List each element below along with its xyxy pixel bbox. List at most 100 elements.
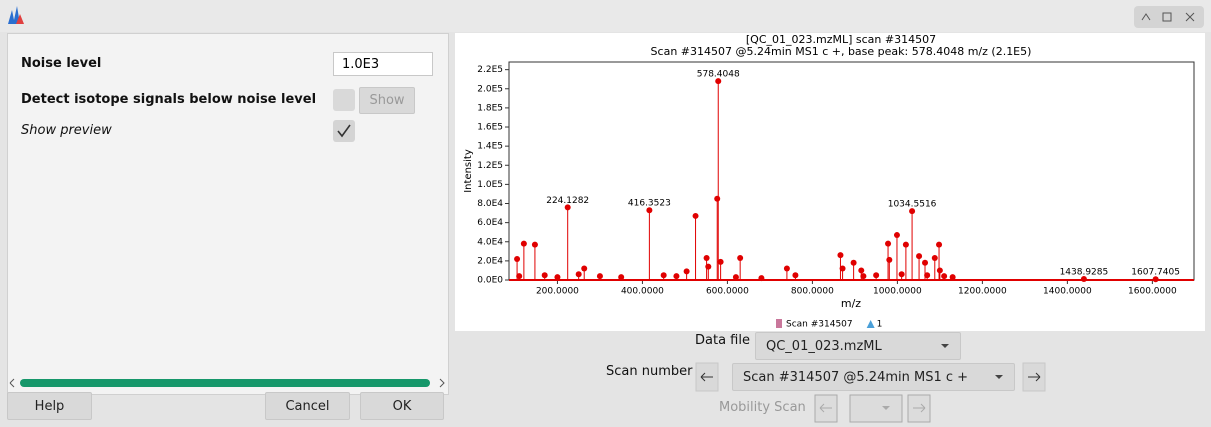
- peak-point: [541, 272, 548, 279]
- cancel-button[interactable]: Cancel: [265, 392, 350, 420]
- x-tick-label: 1400.0000: [1043, 287, 1092, 297]
- peak-point: [886, 256, 893, 263]
- show-button[interactable]: Show: [359, 87, 415, 114]
- y-tick-label: 0.0E0: [477, 276, 503, 286]
- peak-point: [949, 274, 956, 281]
- peak-point: [514, 255, 521, 262]
- peak-point: [909, 208, 916, 215]
- peak-point: [692, 212, 699, 219]
- peak-point: [792, 272, 799, 279]
- window-buttons[interactable]: [1134, 6, 1204, 28]
- peak-point: [858, 267, 865, 274]
- peak-point: [902, 241, 909, 248]
- peak-point: [714, 195, 721, 202]
- legend-swatch: [866, 320, 875, 328]
- peak-point: [618, 274, 625, 281]
- scan-number-value: Scan #314507 @5.24min MS1 c +: [743, 369, 969, 385]
- x-tick-label: 600.0000: [706, 287, 749, 297]
- data-file-combo[interactable]: QC_01_023.mzML: [755, 332, 961, 360]
- peak-point: [839, 265, 846, 272]
- peak-point: [683, 268, 690, 275]
- y-tick-label: 1.0E5: [477, 180, 503, 190]
- peak-point: [837, 252, 844, 259]
- chart-subtitle: Scan #314507 @5.24min MS1 c +, base peak…: [651, 45, 1032, 58]
- peak-point: [575, 271, 582, 278]
- preview-checkbox[interactable]: [333, 120, 355, 142]
- y-tick-label: 4.0E4: [477, 237, 503, 247]
- y-axis-label: Intensity: [463, 149, 474, 193]
- peak-point: [520, 240, 527, 247]
- y-tick-label: 1.2E5: [477, 161, 503, 171]
- isotope-checkbox[interactable]: [333, 89, 355, 111]
- chart-title: [QC_01_023.mzML] scan #314507: [746, 33, 936, 46]
- y-tick-label: 1.4E5: [477, 142, 503, 152]
- isotope-label: Detect isotope signals below noise level: [21, 92, 317, 107]
- peak-point: [673, 273, 680, 280]
- data-file-value: QC_01_023.mzML: [766, 338, 882, 354]
- help-button[interactable]: Help: [7, 392, 92, 420]
- peak-label: 1034.5516: [888, 200, 937, 210]
- peak-point: [783, 265, 790, 272]
- legend-label: 1: [877, 320, 883, 330]
- data-file-label: Data file: [695, 333, 750, 348]
- title-bar: [0, 0, 1211, 32]
- x-tick-label: 200.0000: [536, 287, 579, 297]
- peak-label: 578.4048: [697, 70, 740, 80]
- peak-point: [936, 241, 943, 248]
- peak-point: [916, 253, 923, 260]
- peak-point: [581, 265, 588, 272]
- peak-point: [660, 272, 667, 279]
- y-tick-label: 2.0E4: [477, 256, 503, 266]
- y-tick-label: 1.6E5: [477, 123, 503, 133]
- peak-point: [715, 78, 722, 85]
- peak-point: [703, 255, 710, 262]
- peak-point: [922, 259, 929, 266]
- control-icons: [695, 344, 1046, 423]
- peak-label: 1607.7405: [1131, 268, 1180, 278]
- legend-swatch: [776, 319, 782, 328]
- peak-point: [885, 240, 892, 247]
- preview-label: Show preview: [21, 123, 112, 138]
- y-tick-label: 1.8E5: [477, 103, 503, 113]
- ok-button[interactable]: OK: [360, 392, 444, 420]
- peak-point: [924, 272, 931, 279]
- peak-point: [898, 271, 905, 278]
- y-tick-label: 6.0E4: [477, 218, 503, 228]
- scan-number-label: Scan number: [606, 364, 693, 379]
- x-tick-label: 400.0000: [621, 287, 664, 297]
- progress-bar: [9, 378, 445, 388]
- peak-label: 224.1282: [546, 196, 589, 206]
- peak-point: [531, 241, 538, 248]
- peak-point: [554, 274, 561, 281]
- x-tick-label: 1600.0000: [1128, 287, 1177, 297]
- peak-point: [732, 274, 739, 281]
- spectrum-chart: [QC_01_023.mzML] scan #314507 Scan #3145…: [455, 33, 1205, 331]
- peak-point: [936, 267, 943, 274]
- peak-point: [596, 273, 603, 280]
- noise-input[interactable]: 1.0E3: [333, 52, 433, 76]
- peak-point: [873, 272, 880, 279]
- peak-point: [646, 207, 653, 214]
- y-tick-label: 2.0E5: [477, 84, 503, 94]
- mobility-scan-label: Mobility Scan: [719, 400, 806, 415]
- peak-point: [850, 259, 857, 266]
- x-axis-label: m/z: [841, 297, 861, 310]
- peak-point: [931, 255, 938, 262]
- peak-point: [737, 255, 744, 262]
- noise-label: Noise level: [21, 56, 102, 71]
- peak-point: [516, 273, 523, 280]
- peak-point: [717, 258, 724, 265]
- x-tick-label: 1000.0000: [873, 287, 922, 297]
- peak-label: 416.3523: [628, 199, 671, 209]
- peak-point: [564, 204, 571, 211]
- y-tick-label: 8.0E4: [477, 199, 503, 209]
- peak-point: [893, 232, 900, 239]
- x-tick-label: 800.0000: [791, 287, 834, 297]
- peak-point: [860, 273, 867, 280]
- legend-label: Scan #314507: [786, 320, 853, 330]
- scan-number-combo[interactable]: Scan #314507 @5.24min MS1 c +: [732, 363, 1015, 391]
- x-tick-label: 1200.0000: [958, 287, 1007, 297]
- peak-label: 1438.9285: [1060, 268, 1109, 278]
- peak-point: [941, 273, 948, 280]
